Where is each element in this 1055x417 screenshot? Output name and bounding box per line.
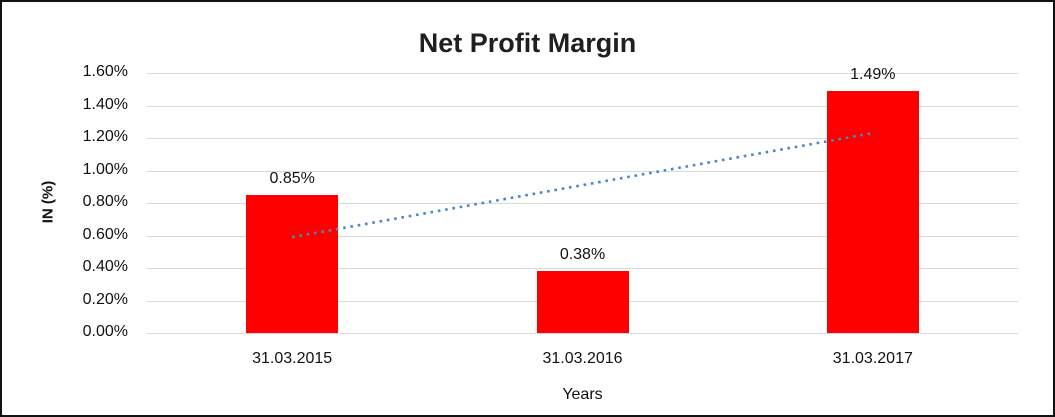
y-tick-label: 0.20% xyxy=(82,290,128,308)
y-tick-label: 1.40% xyxy=(82,95,128,113)
y-axis-title: IN (%) xyxy=(39,180,57,224)
y-tick-label: 1.20% xyxy=(82,128,128,145)
plot-area xyxy=(147,73,1018,334)
gridline xyxy=(147,73,1018,74)
x-category-label: 31.03.2015 xyxy=(252,350,333,367)
gridline xyxy=(147,268,1018,269)
y-tick-label: 1.60% xyxy=(82,63,128,80)
y-tick-label: 0.00% xyxy=(82,323,128,340)
x-category-label: 31.03.2016 xyxy=(542,350,623,367)
y-tick-label: 1.00% xyxy=(82,160,128,178)
bar-31.03.2015 xyxy=(246,194,339,333)
gridline xyxy=(147,333,1018,334)
y-tick-label: 0.40% xyxy=(82,258,128,275)
y-tick-label: 0.60% xyxy=(82,225,128,243)
chart-title: Net Profit Margin xyxy=(418,28,637,58)
x-axis-title: Years xyxy=(562,386,603,403)
x-category-label: 31.03.2017 xyxy=(832,350,913,367)
bar-value-label: 0.38% xyxy=(559,246,606,264)
bar-31.03.2017 xyxy=(826,90,919,333)
bar-value-label: 0.85% xyxy=(269,169,315,187)
y-tick-label: 0.80% xyxy=(82,193,128,210)
bar-value-label: 1.49% xyxy=(850,65,896,83)
gridline xyxy=(147,105,1018,107)
bar-31.03.2016 xyxy=(536,271,629,333)
